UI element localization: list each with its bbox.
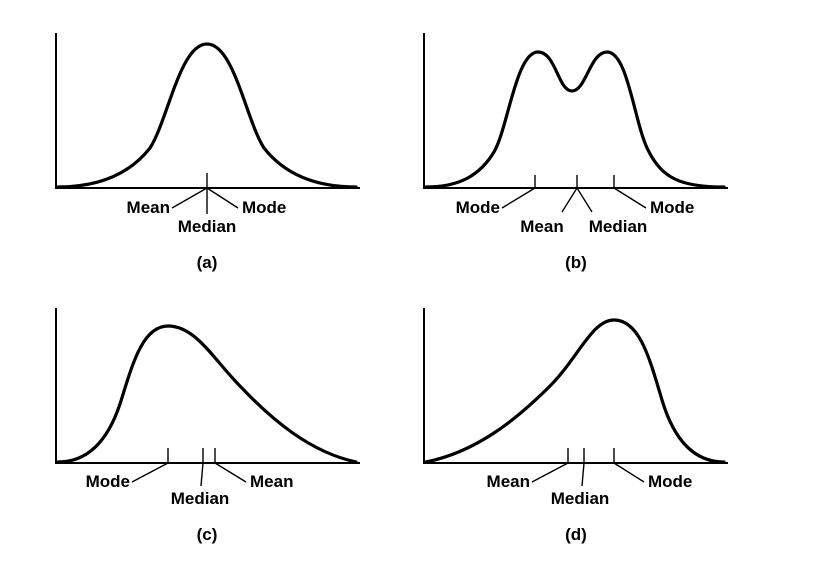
- panel-c-axes: [55, 308, 360, 464]
- panel-d-mean-leader: [531, 462, 569, 483]
- panel-a-mean-label: Mean: [127, 198, 170, 217]
- panel-d: Mean Median Mode (d): [423, 308, 728, 544]
- panel-b: Mode Mean Median Mode (b): [423, 33, 728, 272]
- panel-a-mode-leader: [206, 187, 239, 209]
- panel-a-mode-label: Mode: [242, 198, 286, 217]
- panel-b-axes: [423, 33, 728, 189]
- panel-c: Mode Median Mean (c): [55, 308, 360, 544]
- panel-b-median-label: Median: [589, 217, 648, 236]
- panel-d-mode-label: Mode: [648, 472, 692, 491]
- panel-b-mean-leader: [561, 187, 578, 213]
- panel-a-median-label: Median: [178, 217, 237, 236]
- panel-d-median-leader: [581, 462, 585, 487]
- panel-b-mode2-leader: [613, 187, 647, 209]
- panel-a-axes: [55, 33, 360, 189]
- panel-b-mode2-label: Mode: [650, 198, 694, 217]
- panel-b-mode1-leader: [501, 187, 536, 209]
- panel-b-median-leader: [576, 187, 593, 213]
- panel-d-mode-leader: [613, 462, 645, 483]
- panel-a-caption: (a): [197, 253, 218, 272]
- panel-d-median-label: Median: [551, 489, 610, 508]
- panel-c-density-curve: [56, 324, 358, 464]
- panel-c-mode-leader: [131, 462, 169, 483]
- panel-a-density-curve: [56, 42, 358, 189]
- panel-c-caption: (c): [197, 525, 218, 544]
- panel-b-mean-label: Mean: [520, 217, 563, 236]
- panel-a: Mean Median Mode (a): [55, 33, 360, 272]
- panel-a-mean-leader: [171, 187, 208, 209]
- panel-c-median-leader: [200, 462, 204, 487]
- panel-b-mode1-label: Mode: [456, 198, 500, 217]
- panel-d-caption: (d): [565, 525, 587, 544]
- panel-d-axes: [423, 308, 728, 464]
- panel-b-caption: (b): [565, 253, 587, 272]
- panel-c-median-label: Median: [171, 489, 230, 508]
- panel-d-mean-label: Mean: [487, 472, 530, 491]
- panel-c-mode-label: Mode: [86, 472, 130, 491]
- panel-c-mean-label: Mean: [250, 472, 293, 491]
- panel-b-density-curve: [424, 50, 726, 189]
- panel-c-mean-leader: [214, 462, 247, 483]
- panel-d-density-curve: [424, 318, 726, 464]
